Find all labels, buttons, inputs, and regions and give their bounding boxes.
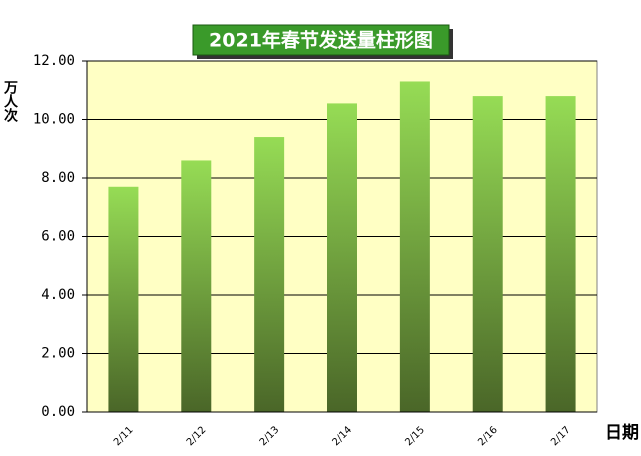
y-tick-label: 8.00 (41, 170, 75, 186)
x-tick-label: 2/12 (185, 425, 209, 449)
bar (327, 103, 357, 412)
bar (399, 81, 430, 412)
x-tick-label: 2/17 (549, 425, 573, 449)
y-tick-label: 12.00 (33, 53, 75, 69)
y-tick-label: 4.00 (41, 287, 75, 303)
chart-title: 2021年春节发送量柱形图 (209, 29, 433, 52)
bar (108, 186, 139, 412)
y-axis-label: 万人次 (2, 80, 19, 123)
x-tick-label: 2/16 (476, 425, 500, 449)
y-tick-label: 10.00 (33, 112, 75, 128)
title-box (192, 24, 450, 56)
bar (472, 96, 503, 412)
y-tick-label: 2.00 (41, 346, 75, 362)
x-axis-label: 日期 (605, 423, 639, 443)
x-tick-label: 2/11 (112, 425, 136, 449)
bar (181, 160, 212, 412)
x-tick-label: 2/15 (403, 425, 427, 449)
x-tick-label: 2/14 (331, 425, 355, 449)
x-tick-label: 2/13 (258, 425, 282, 449)
bar (545, 96, 576, 412)
y-tick-label: 0.00 (41, 404, 75, 420)
bar (254, 137, 285, 413)
y-tick-label: 6.00 (41, 229, 75, 245)
